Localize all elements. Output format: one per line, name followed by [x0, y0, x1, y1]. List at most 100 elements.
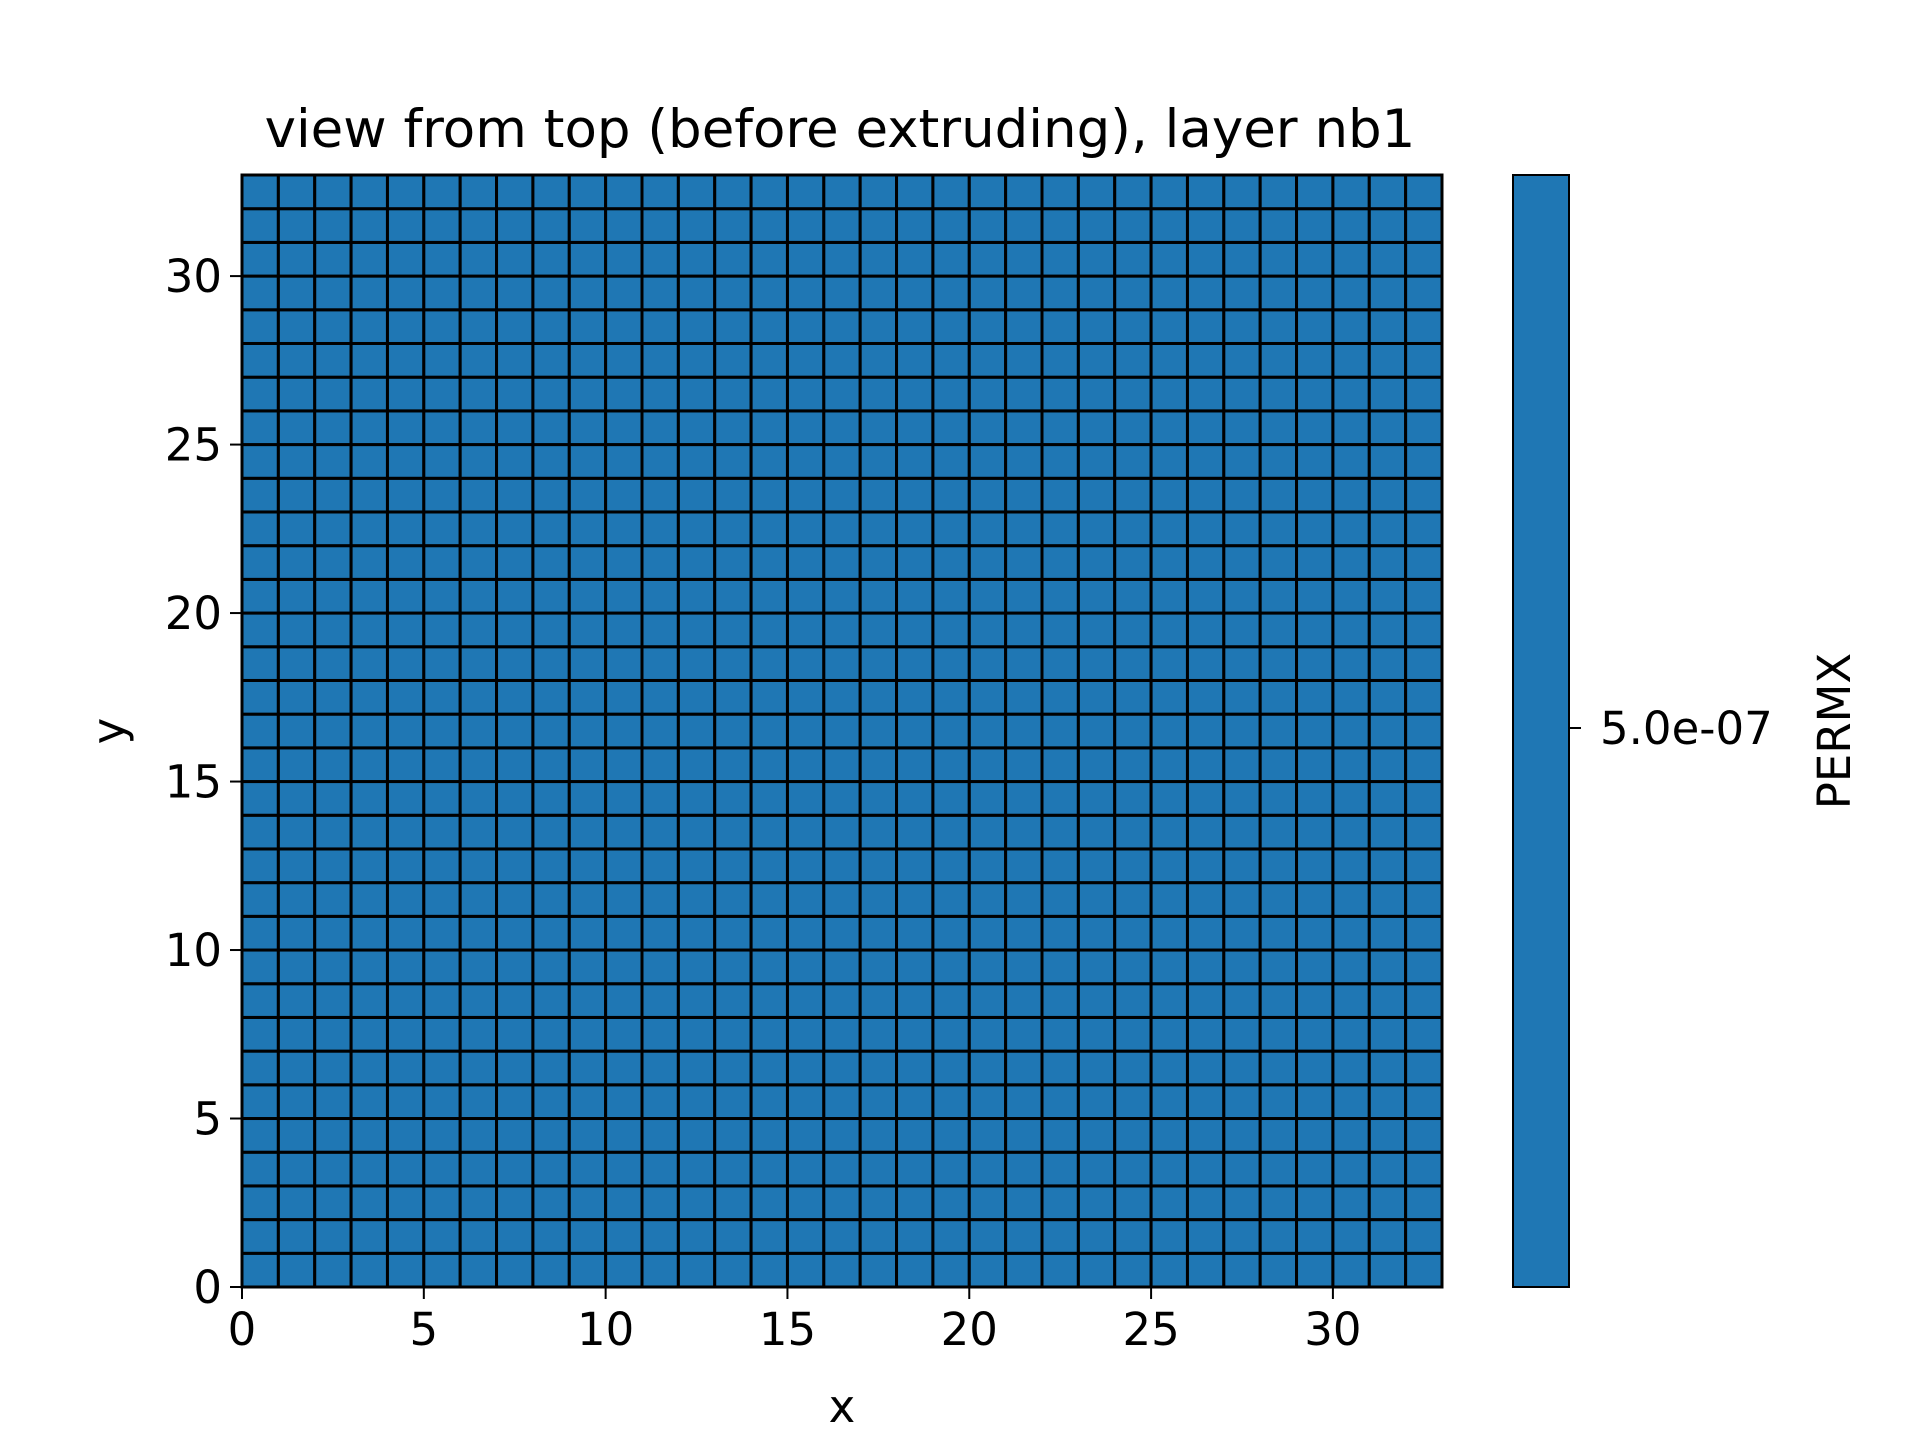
heatmap-cell	[531, 1218, 571, 1255]
heatmap-cell	[1331, 678, 1371, 716]
heatmap-cell	[1185, 274, 1226, 312]
heatmap-cell	[1258, 645, 1299, 682]
heatmap-cell	[1149, 712, 1189, 750]
heatmap-cell	[640, 914, 680, 952]
heatmap-cell	[240, 409, 280, 447]
heatmap-cell	[276, 1015, 317, 1053]
heatmap-cell	[313, 780, 353, 817]
heatmap-cell	[1185, 1184, 1226, 1222]
heatmap-cell	[1331, 982, 1371, 1019]
heatmap-cell	[604, 611, 644, 649]
heatmap-cell	[931, 982, 971, 1019]
heatmap-cell	[567, 173, 608, 211]
heatmap-cell	[458, 240, 499, 278]
heatmap-cell	[385, 577, 426, 615]
heatmap-cell	[1222, 1083, 1262, 1121]
heatmap-cell	[785, 375, 826, 413]
heatmap-cell	[385, 847, 426, 885]
heatmap-cell	[676, 510, 717, 548]
heatmap-cell	[604, 1083, 644, 1121]
x-tick-label: 25	[1122, 1303, 1179, 1356]
heatmap-cell	[931, 443, 971, 480]
heatmap-cell	[531, 510, 571, 548]
heatmap-cell	[1295, 341, 1335, 379]
heatmap-cell	[276, 409, 317, 447]
heatmap-cell	[604, 948, 644, 986]
heatmap-cell	[640, 847, 680, 885]
heatmap-cell	[1185, 611, 1226, 649]
heatmap-cell	[785, 240, 826, 278]
heatmap-cell	[858, 1184, 899, 1222]
heatmap-cell	[458, 813, 499, 851]
heatmap-cell	[895, 1083, 935, 1121]
heatmap-cell	[1113, 746, 1153, 784]
heatmap-cell	[1004, 1083, 1044, 1121]
heatmap-cell	[349, 1218, 389, 1255]
heatmap-cell	[640, 1049, 680, 1087]
heatmap-cell	[640, 1184, 680, 1222]
heatmap-cell	[1404, 510, 1444, 548]
heatmap-cell	[713, 1184, 753, 1222]
heatmap-cell	[785, 341, 826, 379]
heatmap-cell	[640, 443, 680, 480]
heatmap-cell	[604, 375, 644, 413]
heatmap-cell	[785, 577, 826, 615]
heatmap-cell	[1258, 375, 1299, 413]
heatmap-cell	[276, 1150, 317, 1188]
heatmap-cell	[240, 476, 280, 514]
heatmap-cell	[1004, 847, 1044, 885]
heatmap-cell	[1040, 611, 1080, 649]
heatmap-cell	[1404, 982, 1444, 1019]
heatmap-cell	[1258, 207, 1299, 244]
heatmap-cell	[749, 207, 789, 244]
heatmap-cell	[931, 341, 971, 379]
heatmap-cell	[495, 1150, 535, 1188]
heatmap-cell	[276, 1251, 317, 1289]
heatmap-cell	[604, 1184, 644, 1222]
heatmap-cell	[1149, 1083, 1189, 1121]
heatmap-cell	[676, 443, 717, 480]
heatmap-cell	[604, 813, 644, 851]
heatmap-cell	[822, 274, 862, 312]
heatmap-cell	[1367, 577, 1408, 615]
heatmap-cell	[676, 1218, 717, 1255]
heatmap-cell	[676, 1083, 717, 1121]
heatmap-cell	[822, 510, 862, 548]
heatmap-cell	[931, 611, 971, 649]
heatmap-cell	[1040, 881, 1080, 918]
heatmap-cell	[640, 308, 680, 345]
heatmap-cell	[567, 611, 608, 649]
heatmap-cell	[276, 1049, 317, 1087]
heatmap-cell	[495, 1218, 535, 1255]
heatmap-cell	[676, 712, 717, 750]
heatmap-cell	[531, 375, 571, 413]
heatmap-cell	[240, 712, 280, 750]
heatmap-cell	[895, 645, 935, 682]
x-axis-label: x	[829, 1380, 856, 1433]
heatmap-cell	[1258, 746, 1299, 784]
heatmap-cell	[1185, 240, 1226, 278]
heatmap-cell	[1404, 409, 1444, 447]
heatmap-cell	[349, 712, 389, 750]
heatmap-cell	[1404, 308, 1444, 345]
heatmap-cell	[458, 1015, 499, 1053]
heatmap-cell	[531, 1049, 571, 1087]
heatmap-cell	[567, 1117, 608, 1154]
heatmap-cell	[422, 847, 462, 885]
heatmap-cell	[458, 443, 499, 480]
heatmap-cell	[313, 274, 353, 312]
heatmap-cell	[1149, 207, 1189, 244]
heatmap-cell	[822, 780, 862, 817]
heatmap-cell	[676, 1251, 717, 1289]
heatmap-cell	[676, 240, 717, 278]
heatmap-cell	[640, 409, 680, 447]
y-axis: 0 5 10 15 20 25 30	[165, 250, 242, 1314]
heatmap-cell	[858, 914, 899, 952]
heatmap-cell	[931, 712, 971, 750]
heatmap-cell	[313, 544, 353, 581]
heatmap-cell	[640, 375, 680, 413]
heatmap-cell	[495, 1251, 535, 1289]
heatmap-cell	[1113, 1150, 1153, 1188]
heatmap-cell	[676, 274, 717, 312]
heatmap-cell	[1004, 914, 1044, 952]
